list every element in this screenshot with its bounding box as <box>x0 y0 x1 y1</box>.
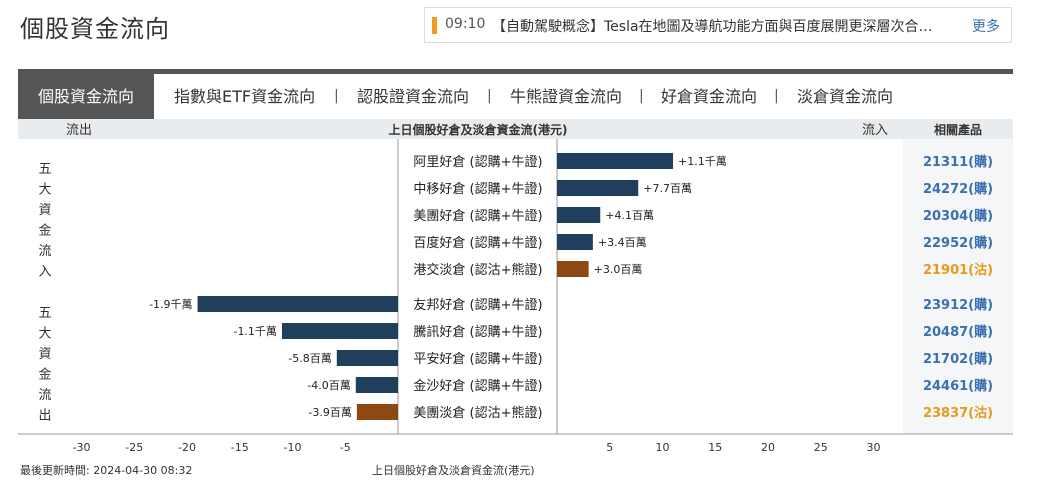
bar <box>557 207 601 223</box>
related-product-link[interactable]: 21901(沽) <box>923 262 993 278</box>
row-name: 港交淡倉 (認沽+熊證) <box>413 262 542 278</box>
tab-cbbc-flow[interactable]: 牛熊證資金流向 <box>510 87 623 106</box>
related-product-link[interactable]: 20487(購) <box>923 324 993 340</box>
related-products-column <box>903 120 1013 434</box>
x-tick-label: 25 <box>814 441 828 454</box>
row-name: 中移好倉 (認購+牛證) <box>413 181 542 197</box>
last-updated: 最後更新時間: 2024-04-30 08:32 <box>20 464 193 477</box>
outflow-group-label-char: 出 <box>38 409 51 424</box>
x-tick-label: -15 <box>231 441 249 454</box>
bar <box>336 350 398 366</box>
related-product-link[interactable]: 21311(購) <box>923 154 993 170</box>
row-name: 百度好倉 (認購+牛證) <box>413 235 542 251</box>
header-band-related <box>903 119 1013 139</box>
bar-value-label: +7.7百萬 <box>643 182 692 195</box>
related-product-link[interactable]: 23837(沽) <box>923 405 993 421</box>
bar <box>557 180 639 196</box>
x-tick-label: 5 <box>606 441 613 454</box>
related-product-link[interactable]: 24461(購) <box>923 378 993 394</box>
outflow-header: 流出 <box>66 123 92 138</box>
tab-stock-flow[interactable]: 個股資金流向 <box>18 74 155 119</box>
related-product-link[interactable]: 23912(購) <box>923 297 993 313</box>
bar <box>557 261 589 277</box>
tab-separator: | <box>334 88 339 104</box>
inflow-group-label-char: 大 <box>38 183 51 198</box>
news-headline[interactable]: 【自動駕駛概念】Tesla在地圖及導航功能方面與百度展開更深層次合… <box>492 19 933 35</box>
outflow-group-label-char: 五 <box>38 306 51 321</box>
bar-value-label: -5.8百萬 <box>288 352 331 365</box>
bar <box>355 377 398 393</box>
bar <box>557 234 593 250</box>
page-title: 個股資金流向 <box>20 15 170 43</box>
inflow-group-label-char: 金 <box>38 223 51 239</box>
row-name: 阿里好倉 (認購+牛證) <box>413 154 542 170</box>
row-name: 平安好倉 (認購+牛證) <box>413 351 542 367</box>
outflow-group-label-char: 資 <box>38 347 51 362</box>
bar <box>197 296 398 312</box>
bar-value-label: +3.4百萬 <box>598 236 647 249</box>
x-tick-label: 20 <box>761 441 775 454</box>
news-more-link[interactable]: 更多 <box>972 19 1000 35</box>
x-tick-label: 10 <box>656 441 670 454</box>
bar-value-label: +4.1百萬 <box>605 209 654 222</box>
axis-caption: 上日個股好倉及淡倉資金流(港元) <box>372 464 535 477</box>
related-product-link[interactable]: 21702(購) <box>923 351 993 367</box>
x-tick-label: -25 <box>125 441 143 454</box>
chart-header-title: 上日個股好倉及淡倉資金流(港元) <box>389 122 568 137</box>
news-time: 09:10 <box>445 16 486 32</box>
bar-value-label: +3.0百萬 <box>594 263 643 276</box>
inflow-group-label-char: 資 <box>38 203 51 218</box>
bar <box>356 404 398 420</box>
tab-short-flow[interactable]: 淡倉資金流向 <box>797 87 894 106</box>
tab-index-etf-flow[interactable]: 指數與ETF資金流向 <box>174 87 316 106</box>
x-tick-label: -20 <box>178 441 196 454</box>
x-tick-label: 30 <box>867 441 881 454</box>
bar-value-label: +1.1千萬 <box>678 155 727 168</box>
outflow-group-label-char: 金 <box>38 367 51 383</box>
related-product-link[interactable]: 24272(購) <box>923 181 993 197</box>
tab-warrant-flow[interactable]: 認股證資金流向 <box>357 87 470 106</box>
x-tick-label: -5 <box>340 441 351 454</box>
tab-long-flow[interactable]: 好倉資金流向 <box>661 87 758 106</box>
bar <box>557 153 674 169</box>
header-band <box>18 119 903 139</box>
bar-value-label: -1.1千萬 <box>233 325 276 338</box>
bar-value-label: -1.9千萬 <box>149 298 192 311</box>
inflow-group-label-char: 五 <box>38 162 51 177</box>
row-name: 金沙好倉 (認購+牛證) <box>413 378 542 394</box>
inflow-group-label-char: 入 <box>38 265 51 280</box>
inflow-header: 流入 <box>862 123 888 138</box>
row-name: 騰訊好倉 (認購+牛證) <box>413 324 542 340</box>
row-name: 美團淡倉 (認沽+熊證) <box>413 405 542 421</box>
related-products-header: 相關產品 <box>934 122 982 137</box>
row-name: 友邦好倉 (認購+牛證) <box>413 297 542 313</box>
row-name: 美團好倉 (認購+牛證) <box>413 208 542 224</box>
news-marker-icon <box>432 17 437 34</box>
tab-bar: 個股資金流向 指數與ETF資金流向 | 認股證資金流向 | 牛熊證資金流向 | … <box>18 69 1013 119</box>
bar-value-label: -3.9百萬 <box>308 406 351 419</box>
tab-separator: | <box>639 88 644 104</box>
inflow-group-label-char: 流 <box>38 244 51 259</box>
bar <box>281 323 398 339</box>
tab-separator: | <box>774 88 779 104</box>
outflow-group-label-char: 流 <box>38 388 51 403</box>
news-ticker[interactable]: 09:10 【自動駕駛概念】Tesla在地圖及導航功能方面與百度展開更深層次合…… <box>424 7 1012 43</box>
bar-value-label: -4.0百萬 <box>307 379 350 392</box>
outflow-group-label-char: 大 <box>38 327 51 342</box>
x-tick-label: 15 <box>708 441 722 454</box>
tab-separator: | <box>487 88 492 104</box>
related-product-link[interactable]: 20304(購) <box>923 208 993 224</box>
x-tick-label: -30 <box>73 441 91 454</box>
related-product-link[interactable]: 22952(購) <box>923 235 993 251</box>
x-tick-label: -10 <box>284 441 302 454</box>
